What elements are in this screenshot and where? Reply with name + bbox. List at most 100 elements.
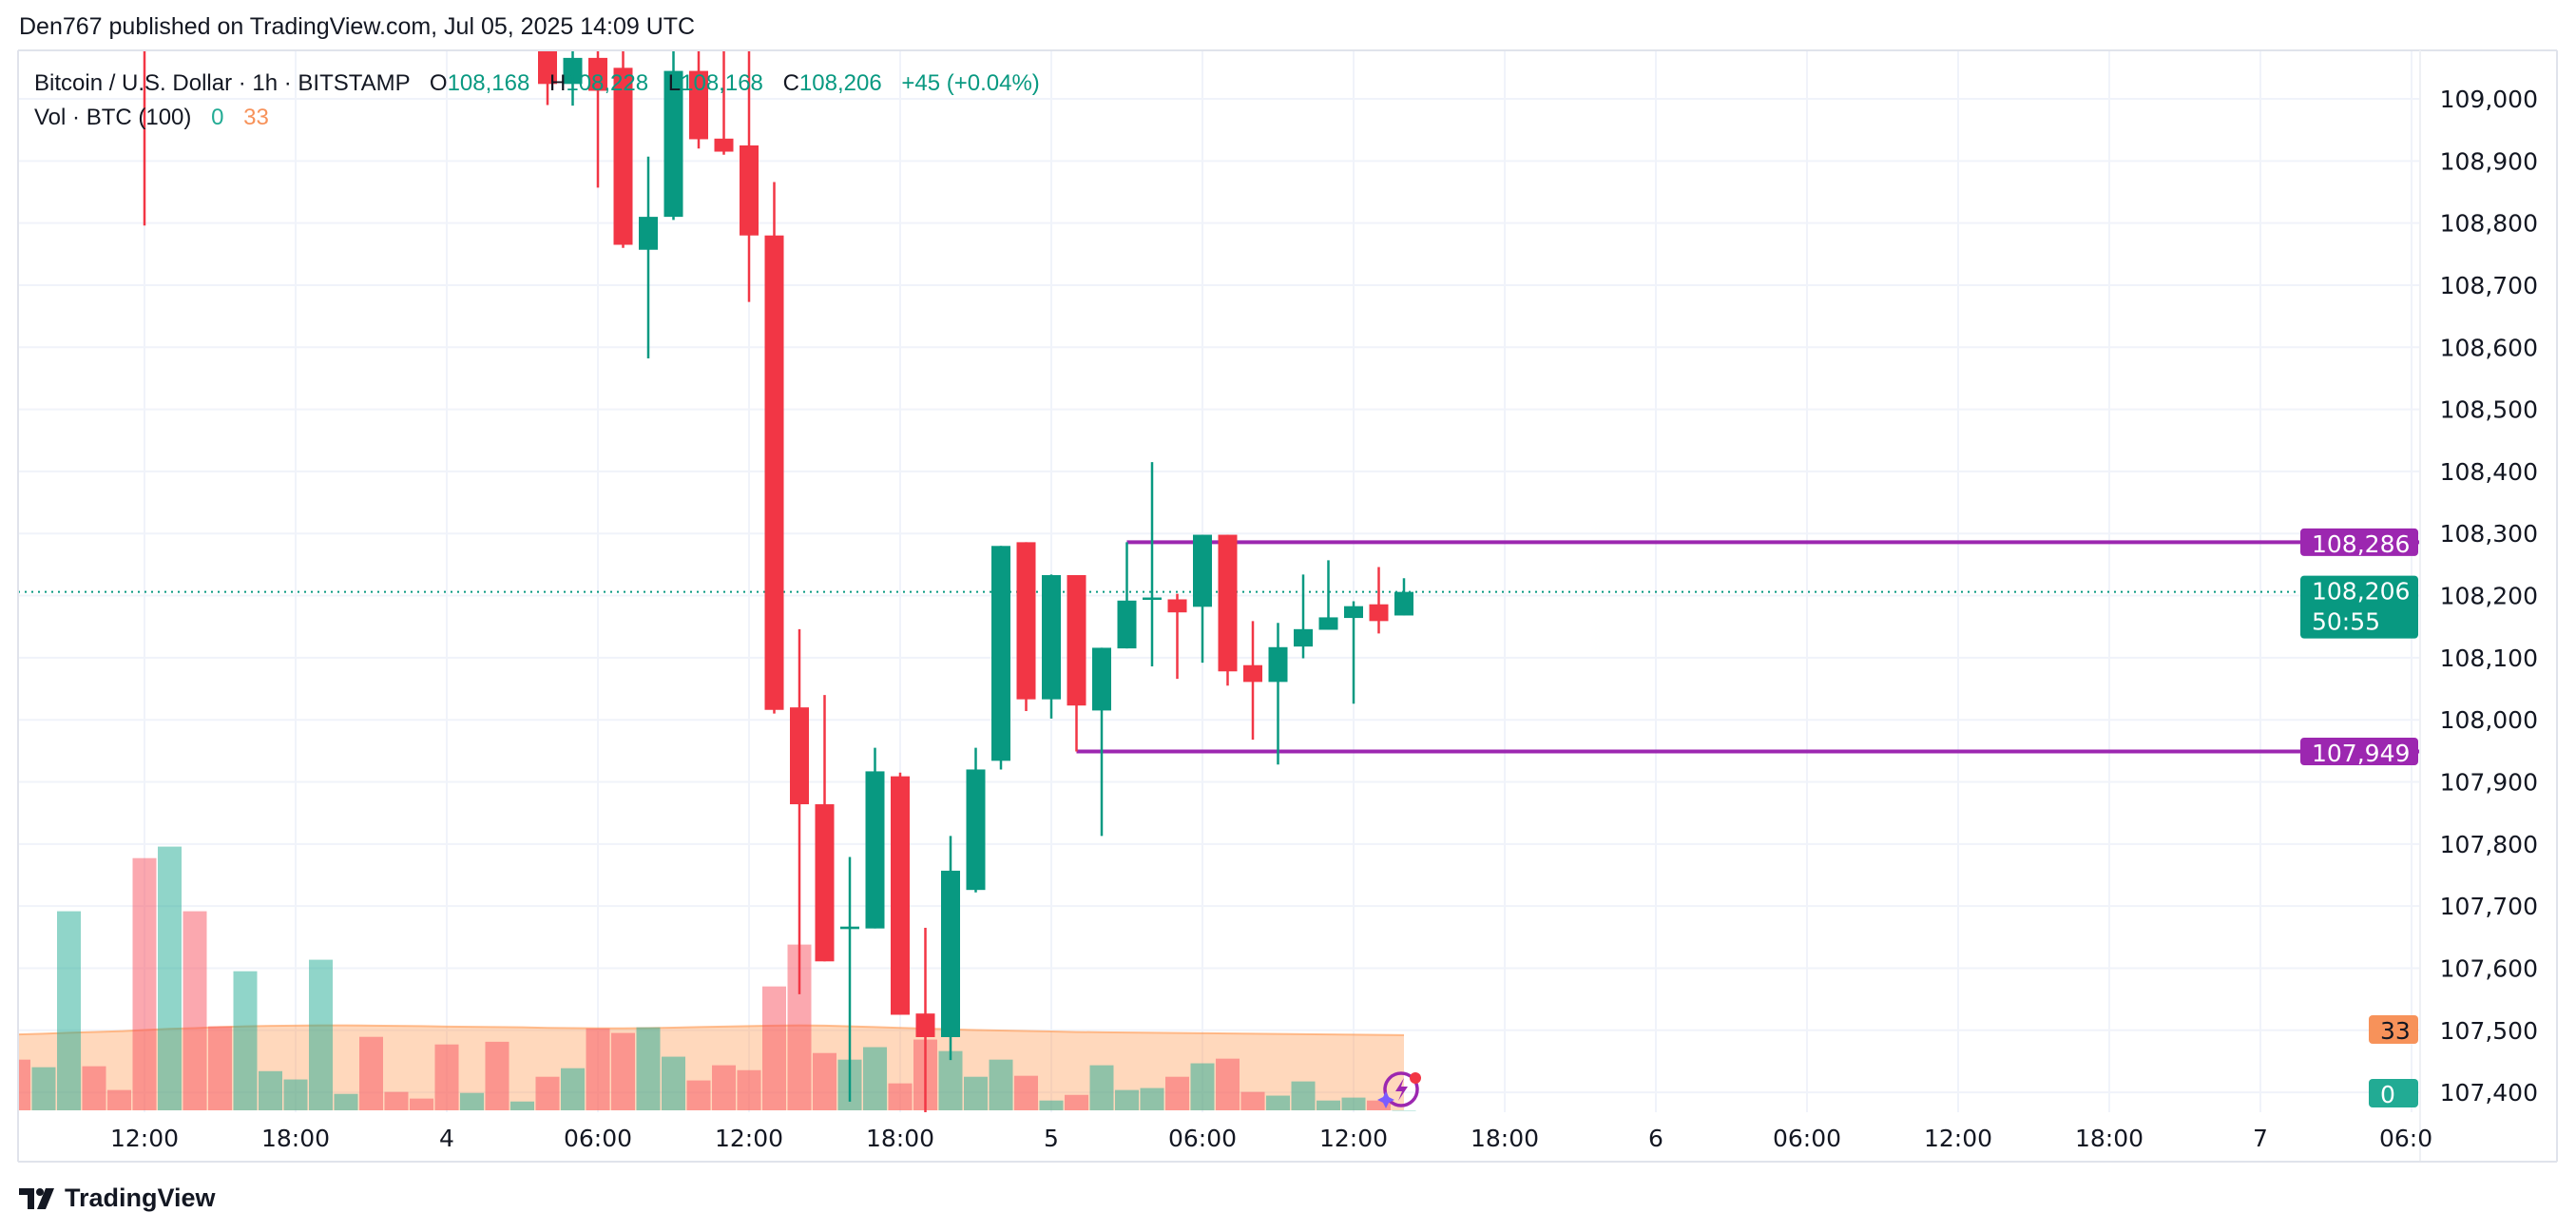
candle-body [1344, 606, 1363, 619]
candle-body [915, 1013, 935, 1037]
symbol-legend[interactable]: Bitcoin / U.S. Dollar · 1h · BITSTAMP O1… [34, 67, 1040, 101]
level-price-badge-bg [2300, 528, 2418, 556]
candle-body [714, 138, 734, 152]
volume-bar [1089, 1065, 1114, 1110]
time-tick-label: 06:00 [564, 1125, 632, 1152]
candle-body [991, 546, 1010, 761]
candle-body [966, 769, 986, 891]
volume-bar [1216, 1058, 1240, 1110]
candle-body [1117, 600, 1137, 649]
time-tick-label: 18:00 [2075, 1125, 2143, 1152]
plot-area[interactable] [7, 0, 2420, 1117]
volume-bar [1266, 1095, 1290, 1110]
time-tick-label: 06:00 [1773, 1125, 1841, 1152]
volume-bar [586, 1028, 610, 1110]
volume-bar [359, 1036, 383, 1110]
change-value: +45 (+0.04%) [901, 70, 1040, 96]
volume-bar [964, 1076, 988, 1110]
volume-bar [183, 911, 207, 1110]
candle-body [1092, 647, 1111, 711]
volume-bar [1317, 1100, 1340, 1110]
horizontal-levels[interactable] [18, 540, 2420, 754]
candle-body [1193, 534, 1212, 607]
time-tick-label: 06:0 [2379, 1125, 2432, 1152]
candle-body [1067, 575, 1086, 706]
candle-body [840, 926, 859, 930]
level-price-badge-bg [2300, 738, 2418, 766]
volume-bar [334, 1093, 358, 1110]
volume-ma-badge-text: 33 [2380, 1017, 2411, 1045]
candle-body [941, 870, 960, 1037]
last-price-badge-bg [2300, 575, 2418, 639]
volume-bar [107, 1089, 131, 1110]
price-tick-label: 108,400 [2440, 458, 2538, 486]
candle-body [740, 144, 759, 236]
candle-body [1294, 628, 1313, 647]
tradingview-logo[interactable]: TradingView [19, 1184, 216, 1213]
price-tick-label: 108,900 [2440, 147, 2538, 175]
volume-badge-text: 0 [2380, 1081, 2395, 1108]
high-value: 108,228 [566, 70, 649, 96]
volume-bar [1190, 1063, 1215, 1110]
price-tick-label: 107,700 [2440, 893, 2538, 920]
volume-bar [1115, 1089, 1139, 1110]
price-tick-label: 108,000 [2440, 706, 2538, 734]
volume-bar [31, 1067, 56, 1110]
volume-bar [259, 1070, 282, 1110]
low-value: 108,168 [681, 70, 763, 96]
open-value: 108,168 [447, 70, 530, 96]
candle-body [790, 707, 809, 805]
level-price-badge-text: 107,949 [2312, 740, 2410, 767]
volume-bar [1367, 1100, 1391, 1110]
volume-bar [737, 1069, 761, 1110]
last-price-badge-text: 108,206 [2312, 578, 2410, 606]
volume-bar [662, 1056, 685, 1110]
time-tick-label: 5 [1044, 1125, 1059, 1152]
level-price-badge-text: 108,286 [2312, 530, 2410, 558]
volume-bar [1065, 1094, 1088, 1110]
volume-bar [18, 1059, 30, 1110]
volume-bar [888, 1083, 913, 1110]
time-tick-label: 12:00 [110, 1125, 179, 1152]
volume-bar [863, 1047, 887, 1110]
volume-bar [1291, 1081, 1316, 1110]
volume-bar [636, 1027, 661, 1110]
time-tick-label: 06:00 [1168, 1125, 1237, 1152]
volume-bar [535, 1076, 560, 1110]
volume-bar [309, 959, 333, 1110]
tradingview-logo-icon [19, 1187, 54, 1209]
volume-title[interactable]: Vol · BTC (100) [34, 105, 192, 130]
candle-body [588, 57, 607, 91]
volume-bar [611, 1032, 635, 1110]
candle-body [563, 57, 583, 85]
open-label: O [429, 70, 448, 96]
volume-legend[interactable]: Vol · BTC (100) 0 33 [34, 101, 1040, 135]
volume-badge: 0 [2369, 1079, 2418, 1108]
time-tick-label: 18:00 [261, 1125, 330, 1152]
volume-bar [283, 1079, 308, 1110]
lightning-icon[interactable] [1377, 1071, 1421, 1108]
published-caption: Den767 published on TradingView.com, Jul… [19, 13, 696, 40]
price-tick-label: 107,500 [2440, 1017, 2538, 1045]
candle-body [538, 50, 557, 85]
candle-body [1218, 534, 1238, 672]
symbol-title[interactable]: Bitcoin / U.S. Dollar · 1h · BITSTAMP [34, 70, 411, 96]
candles [143, 50, 1413, 1112]
time-tick-label: 12:00 [715, 1125, 783, 1152]
volume-bar [1341, 1097, 1366, 1110]
time-tick-label: 4 [439, 1125, 454, 1152]
volume-bar [233, 971, 258, 1110]
time-tick-label: 12:00 [1319, 1125, 1388, 1152]
level-price-badge: 107,949 [2300, 738, 2418, 767]
time-tick-label: 12:00 [1924, 1125, 1992, 1152]
price-tick-label: 108,100 [2440, 645, 2538, 672]
volume-ma-badge-bg [2369, 1015, 2418, 1044]
volume-value: 0 [211, 105, 224, 130]
candle-body [1042, 575, 1061, 700]
volume-bar [762, 986, 786, 1110]
volume-bar [712, 1065, 736, 1110]
candle-body [689, 70, 708, 140]
